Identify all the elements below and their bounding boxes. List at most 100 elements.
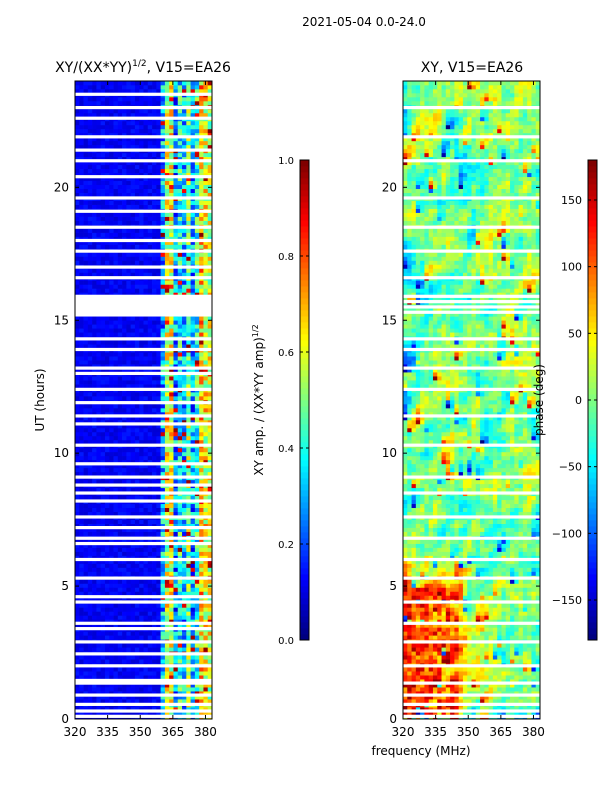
- data-gap: [75, 536, 212, 540]
- data-gap: [75, 387, 212, 391]
- chart-title: XY/(XX*YY)1/2, V15=EA26: [55, 59, 231, 76]
- data-gap: [75, 337, 212, 341]
- data-gap: [75, 640, 212, 644]
- data-gap: [75, 443, 212, 447]
- x-tick-label: 335: [96, 725, 119, 739]
- data-gap: [403, 276, 540, 280]
- data-gap: [403, 337, 540, 341]
- colorbar-tick-label: −100: [552, 527, 582, 540]
- x-tick-label: 380: [522, 725, 545, 739]
- data-gap: [75, 541, 212, 546]
- y-tick-label: 0: [389, 712, 397, 726]
- data-gap: [403, 536, 540, 540]
- figure-title: 2021-05-04 0.0-24.0: [302, 15, 426, 29]
- chart-title: XY, V15=EA26: [421, 60, 523, 76]
- data-gap: [403, 414, 540, 418]
- data-gap: [75, 595, 212, 599]
- data-gap: [75, 422, 212, 426]
- data-gap: [75, 702, 212, 706]
- x-tick-label: 335: [424, 725, 447, 739]
- data-gap: [403, 305, 540, 309]
- colorbar: 0.0 0.2 0.4 0.6 0.8 1.0 XY amp. / (XX*YY amp)1…: [251, 156, 310, 647]
- data-gap: [75, 225, 212, 229]
- data-gap: [75, 209, 212, 213]
- data-gap: [75, 294, 212, 298]
- data-gap: [75, 515, 212, 519]
- data-gap: [75, 714, 212, 718]
- data-gap: [75, 401, 212, 405]
- colorbar-tick-label: 0.4: [278, 444, 294, 455]
- data-gap: [403, 621, 540, 625]
- data-gap: [403, 515, 540, 519]
- y-axis-label: UT (hours): [33, 368, 47, 431]
- data-gap: [75, 310, 212, 314]
- data-gap: [403, 310, 540, 314]
- data-gap: [403, 709, 540, 713]
- data-gap: [75, 678, 212, 683]
- data-gap: [403, 475, 540, 479]
- data-gap: [75, 159, 212, 163]
- data-gap: [75, 300, 212, 304]
- data-gap: [403, 347, 540, 352]
- colorbar-tick-label: 100: [561, 261, 582, 274]
- data-gap: [75, 652, 212, 656]
- colorbar-tick-label: 0.6: [278, 348, 294, 359]
- data-gap: [403, 105, 540, 110]
- data-gap: [75, 483, 212, 487]
- colorbar-label: phase (deg): [532, 364, 546, 436]
- x-tick-label: 380: [194, 725, 217, 739]
- data-gap: [75, 135, 212, 139]
- data-gap: [75, 499, 212, 503]
- colorbar-tick-label: 1.0: [278, 156, 294, 167]
- y-tick-label: 0: [61, 712, 69, 726]
- y-tick-label: 15: [54, 313, 69, 327]
- data-gap: [75, 196, 212, 200]
- data-gap: [75, 265, 212, 269]
- data-gap: [403, 714, 540, 718]
- data-gap: [75, 105, 212, 110]
- colorbar-tick-label: −150: [552, 594, 582, 607]
- data-gap: [75, 302, 212, 306]
- x-tick-label: 350: [129, 725, 152, 739]
- data-gap: [75, 92, 212, 96]
- data-gap: [75, 175, 212, 179]
- axes-frame: [74, 80, 213, 720]
- data-gap: [75, 305, 212, 309]
- shared-x-axis-label: frequency (MHz): [371, 744, 470, 758]
- colorbar: −150 −100 −50 0 50 100 150 phase (deg): [532, 159, 598, 641]
- y-tick-label: 10: [382, 446, 397, 460]
- data-gap: [403, 702, 540, 706]
- data-gap: [75, 576, 212, 580]
- colorbar-tick-label: −50: [559, 461, 582, 474]
- data-gap: [403, 664, 540, 668]
- data-gap: [75, 709, 212, 713]
- colorbar-tick-label: 0.0: [278, 636, 294, 647]
- data-gap: [75, 664, 212, 668]
- data-gap: [75, 276, 212, 280]
- data-gap: [75, 116, 212, 120]
- colorbar-tick-label: 150: [561, 194, 582, 207]
- data-gap: [403, 491, 540, 495]
- data-gap: [75, 249, 212, 253]
- data-gap: [75, 475, 212, 479]
- data-gap: [403, 681, 540, 685]
- colorbar-label: XY amp. / (XX*YY amp)1/2: [251, 324, 266, 475]
- x-tick-label: 350: [457, 725, 480, 739]
- data-gap: [75, 693, 212, 697]
- data-gap: [75, 148, 212, 152]
- colorbar-tick-label: 50: [568, 327, 582, 340]
- colorbar-frame: [299, 159, 310, 641]
- data-gap: [403, 249, 540, 253]
- data-gap: [75, 621, 212, 625]
- data-gap: [75, 308, 212, 312]
- data-gap: [75, 366, 212, 370]
- data-gap: [403, 576, 540, 580]
- data-gap: [403, 693, 540, 697]
- data-gap: [75, 681, 212, 685]
- data-gap: [75, 347, 212, 352]
- data-gap: [75, 526, 212, 530]
- data-gap: [403, 225, 540, 229]
- y-tick-label: 20: [54, 180, 69, 194]
